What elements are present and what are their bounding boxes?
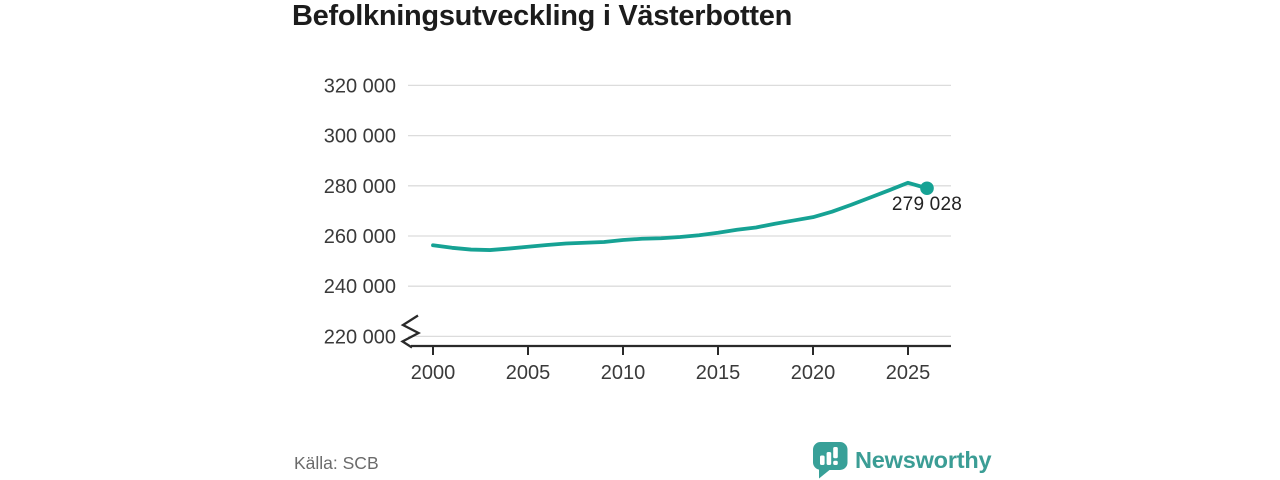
x-axis-tick-label: 2005 [506, 362, 551, 384]
chart-title: Befolkningsutveckling i Västerbotten [292, 0, 793, 32]
newsworthy-logo-icon [813, 442, 848, 479]
y-axis-tick-label: 220 000 [324, 326, 396, 348]
x-axis-tick-label: 2015 [696, 362, 741, 384]
series-end-dot [920, 181, 934, 196]
bar-medium [826, 452, 832, 465]
y-axis-tick-label: 240 000 [324, 276, 396, 298]
source-note: Källa: SCB [294, 453, 379, 473]
series-line [431, 180, 929, 252]
x-axis-tick-label: 2020 [791, 362, 836, 384]
newsworthy-wordmark: Newsworthy [855, 447, 992, 473]
newsworthy-logo: Newsworthy [813, 442, 992, 479]
end-value-label: 279 028 [891, 194, 962, 215]
bar-small [820, 455, 825, 465]
axis-break-icon [400, 314, 421, 349]
y-axis-tick-label: 260 000 [324, 226, 396, 248]
exclamation-dot [833, 460, 838, 465]
y-axis-tick-label: 280 000 [324, 176, 396, 198]
x-axis-tick-label: 2000 [411, 362, 456, 384]
x-axis-tick-label: 2010 [601, 362, 646, 384]
y-axis-tick-label: 300 000 [324, 126, 396, 148]
exclamation-bar [833, 447, 838, 459]
y-axis-tick-label: 320 000 [324, 75, 396, 97]
population-line-chart: 220 000 240 000 260 000 280 000 300 000 320 0… [324, 75, 951, 384]
x-axis-tick-label: 2025 [886, 362, 931, 384]
